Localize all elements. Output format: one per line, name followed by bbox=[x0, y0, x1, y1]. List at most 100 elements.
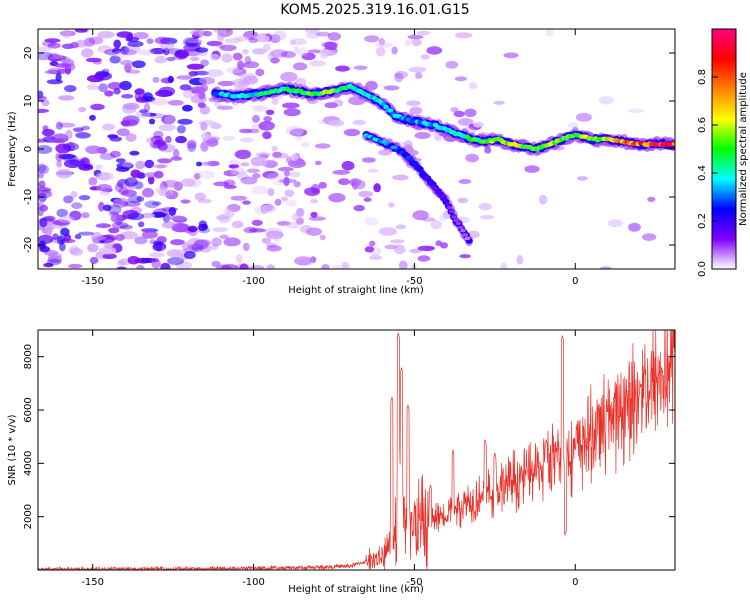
spectrogram-noise-blob bbox=[307, 49, 321, 54]
spectrogram-noise-blob bbox=[69, 158, 86, 167]
spectrogram-noise-blob bbox=[290, 38, 307, 45]
spectrogram-noise-blob bbox=[148, 118, 156, 125]
spectrogram-noise-blob bbox=[309, 60, 326, 67]
spectrogram-noise-blob bbox=[157, 142, 168, 151]
spectrogram-noise-blob bbox=[335, 65, 350, 72]
spectrogram-noise-blob bbox=[158, 124, 176, 132]
spectrogram-noise-blob bbox=[239, 137, 254, 143]
spectrogram-noise-blob bbox=[478, 203, 492, 211]
spectrogram-noise-blob bbox=[221, 264, 239, 269]
spectrogram-noise-blob bbox=[95, 223, 112, 229]
spectrogram-noise-blob bbox=[78, 106, 87, 113]
spectrogram-noise-blob bbox=[216, 105, 233, 110]
spectrogram-noise-blob bbox=[283, 176, 290, 187]
spectrogram-noise-blob bbox=[243, 61, 260, 69]
spectrogram-noise-blob bbox=[124, 200, 141, 207]
spectrogram-noise-blob bbox=[58, 122, 76, 128]
spectrogram-noise-blob bbox=[464, 108, 477, 118]
spectrogram-noise-blob bbox=[248, 37, 258, 44]
spectrogram-noise-blob bbox=[202, 30, 213, 37]
spectrogram-noise-blob bbox=[228, 159, 240, 166]
spectrogram-noise-blob bbox=[71, 202, 83, 210]
spectrogram-noise-blob bbox=[300, 141, 310, 148]
spectrogram-noise-blob bbox=[78, 195, 91, 201]
spectrogram-noise-blob bbox=[373, 183, 381, 193]
spectrogram-noise-blob bbox=[53, 219, 70, 226]
spectrogram-noise-blob bbox=[406, 100, 421, 106]
spectrogram-noise-blob bbox=[417, 255, 431, 262]
secondary-track-mark-core bbox=[444, 202, 451, 206]
spectrogram-noise-blob bbox=[78, 164, 94, 171]
spectrogram-noise-blob bbox=[358, 190, 373, 198]
spectrogram-noise-blob bbox=[395, 224, 407, 230]
spectrogram-noise-blob bbox=[240, 176, 258, 185]
spectrogram-noise-blob bbox=[180, 199, 191, 204]
spectrogram-noise-blob bbox=[200, 132, 210, 141]
spectrogram-noise-blob bbox=[363, 197, 372, 202]
spectrogram-noise-blob bbox=[183, 37, 199, 47]
spectrogram-noise-blob bbox=[73, 127, 84, 132]
spectrogram-noise-blob bbox=[173, 148, 180, 159]
spectrogram-noise-blob bbox=[161, 207, 178, 212]
y-tick-label: 2000 bbox=[23, 504, 34, 529]
spectrogram-noise-blob bbox=[198, 76, 216, 85]
spectrogram-noise-blob bbox=[261, 204, 277, 213]
y-tick-label: -10 bbox=[23, 189, 34, 205]
spectrogram-noise-blob bbox=[353, 204, 365, 212]
spectrogram-noise-blob bbox=[127, 255, 140, 265]
spectrogram-noise-blob bbox=[41, 128, 55, 137]
y-tick-label: 6000 bbox=[23, 397, 34, 422]
spectrogram-noise-blob bbox=[155, 164, 167, 169]
spectrogram-noise-blob bbox=[270, 57, 280, 64]
spectrogram-noise-blob bbox=[39, 217, 48, 228]
spectrogram-noise-blob bbox=[453, 110, 465, 118]
spectrogram-noise-blob bbox=[378, 37, 385, 46]
spectrogram-noise-blob bbox=[377, 149, 392, 156]
spectrogram-noise-blob bbox=[379, 227, 397, 236]
spectrogram-noise-blob bbox=[341, 261, 349, 269]
spectrogram-noise-blob bbox=[283, 108, 301, 117]
y-tick-label: 20 bbox=[23, 47, 34, 60]
spectrogram-noise-blob bbox=[134, 236, 148, 245]
spectrogram-noise-blob bbox=[239, 263, 249, 269]
spectrogram-noise-blob bbox=[130, 169, 141, 178]
spectrogram-noise-blob bbox=[63, 195, 74, 204]
spectrogram-noise-blob bbox=[116, 266, 127, 269]
spectrogram-noise-blob bbox=[405, 40, 411, 47]
spectrogram-noise-blob bbox=[65, 129, 73, 140]
spectrogram-noise-blob bbox=[165, 190, 173, 197]
spectrogram-noise-blob bbox=[271, 145, 278, 152]
spectrogram-noise-blob bbox=[44, 69, 62, 75]
spectrogram-noise-blob bbox=[188, 70, 199, 77]
spectrogram-noise-blob bbox=[80, 125, 91, 131]
spectrogram-noise-blob bbox=[231, 78, 248, 88]
spectrogram-noise-blob bbox=[114, 182, 124, 193]
spectrogram-noise-blob bbox=[89, 256, 99, 264]
spectrogram-noise-blob bbox=[182, 89, 193, 99]
spectrogram-noise-blob bbox=[439, 213, 448, 221]
x-tick-label: -150 bbox=[81, 276, 104, 287]
spectrogram-noise-blob bbox=[160, 262, 171, 269]
spectrogram-noise-blob bbox=[308, 216, 326, 221]
spectrogram-noise-blob bbox=[266, 264, 276, 269]
spectrogram-noise-blob bbox=[136, 196, 145, 202]
spectrogram-noise-blob bbox=[127, 40, 144, 48]
spectrogram-noise-blob bbox=[153, 170, 164, 179]
spectrogram-noise-blob bbox=[47, 53, 61, 62]
spectrogram-noise-blob bbox=[200, 141, 209, 152]
spectrogram-noise-blob bbox=[103, 239, 115, 249]
spectrogram-noise-blob bbox=[62, 142, 80, 151]
spectrogram-noise-blob bbox=[317, 119, 325, 125]
spectrogram-noise-blob bbox=[158, 188, 174, 197]
spectrogram-noise-blob bbox=[100, 234, 117, 242]
colorbar-ticks: 0.0 0.2 0.4 0.6 0.8 bbox=[697, 69, 718, 277]
spectrogram-noise-blob bbox=[412, 210, 429, 221]
spectrogram-noise-blob bbox=[273, 30, 287, 41]
spectrogram-noise-blob bbox=[285, 199, 297, 207]
spectrogram-noise-blob bbox=[240, 162, 250, 167]
spectrogram-noise-blob bbox=[167, 99, 184, 106]
spectrogram-noise-blob bbox=[163, 115, 176, 125]
spectrogram-noise-blob bbox=[104, 49, 119, 56]
